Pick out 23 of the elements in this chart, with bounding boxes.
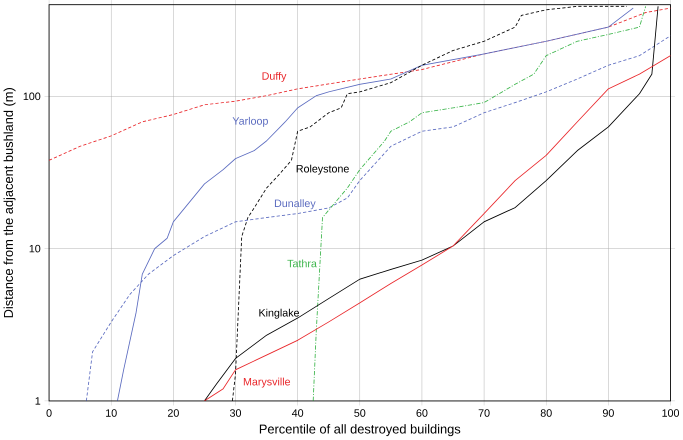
x-tick-label: 40: [292, 409, 304, 417]
series-label: Tathra: [287, 260, 317, 268]
x-tick-label: 70: [478, 409, 490, 417]
series-label: Duffy: [262, 72, 286, 82]
x-tick-label: 30: [230, 409, 242, 417]
x-axis-title: Percentile of all destroyed buildings: [260, 424, 460, 436]
x-tick-label: 100: [662, 409, 680, 417]
x-tick-label: 60: [416, 409, 428, 417]
series-label: Dunalley: [274, 199, 316, 210]
x-tick-label: 50: [354, 409, 366, 417]
series-label: Marysville: [244, 378, 290, 388]
x-tick-label: 10: [106, 409, 117, 417]
series-label: Yarloop: [232, 117, 268, 127]
y-tick-label: 100: [24, 92, 40, 100]
x-tick-label: 90: [602, 409, 614, 417]
y-tick-label: 10: [30, 244, 40, 253]
x-tick-label: 0: [46, 409, 52, 417]
x-tick-label: 80: [540, 409, 552, 417]
y-axis-title: Distance from the adjacent bushland (m): [4, 88, 16, 318]
series-label: Roleystone: [296, 164, 349, 175]
y-tick-label: 1: [36, 397, 40, 405]
series-label: Kinglake: [259, 308, 300, 319]
x-tick-label: 20: [168, 409, 179, 417]
